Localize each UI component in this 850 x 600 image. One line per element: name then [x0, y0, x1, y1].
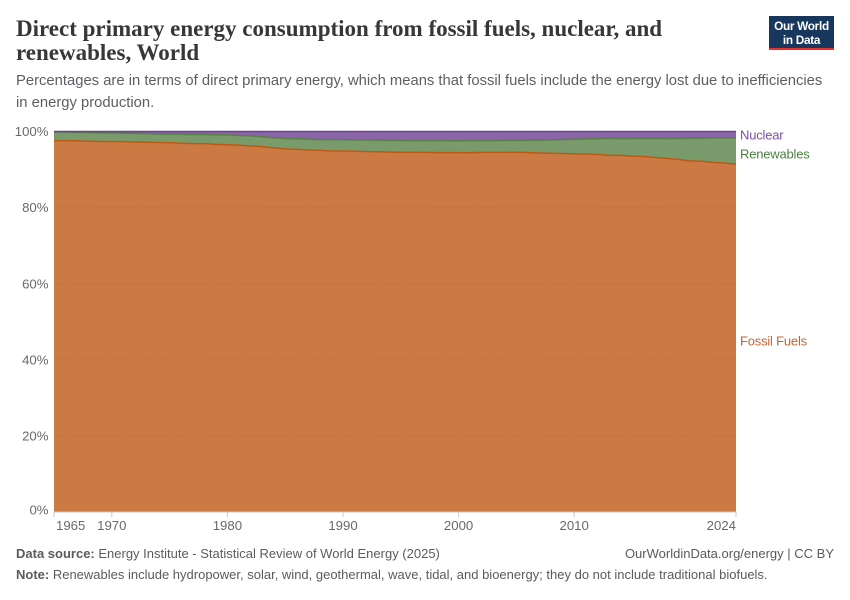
svg-text:0%: 0% [29, 503, 48, 518]
svg-text:2000: 2000 [444, 518, 473, 533]
svg-text:1980: 1980 [213, 518, 242, 533]
svg-text:Nuclear: Nuclear [740, 128, 784, 143]
svg-text:2024: 2024 [707, 518, 736, 533]
svg-text:20%: 20% [22, 429, 49, 444]
svg-text:60%: 60% [22, 276, 49, 291]
svg-text:1990: 1990 [328, 518, 357, 533]
svg-text:1970: 1970 [97, 518, 126, 533]
svg-text:Renewables: Renewables [740, 147, 810, 162]
svg-text:Fossil Fuels: Fossil Fuels [740, 334, 808, 349]
svg-text:1965: 1965 [56, 518, 85, 533]
svg-text:80%: 80% [22, 200, 49, 215]
svg-text:2010: 2010 [560, 518, 589, 533]
svg-text:100%: 100% [15, 124, 49, 139]
svg-text:40%: 40% [22, 352, 49, 367]
